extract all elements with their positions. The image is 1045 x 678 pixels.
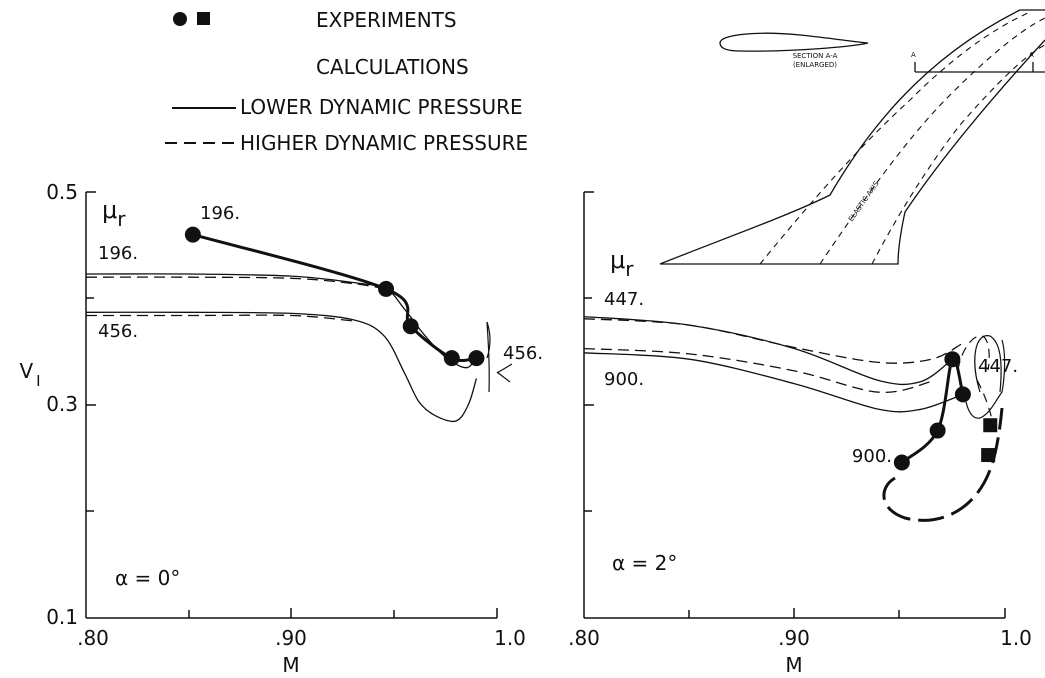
calc-loop-lower-447 xyxy=(974,335,1002,393)
section-enlarged-label: (ENLARGED) xyxy=(793,61,837,69)
experiment-square-point xyxy=(981,448,996,463)
right-plot-area xyxy=(583,315,998,471)
mass-ratio-label: 900. xyxy=(852,446,892,467)
right-x-tick-label: 1.0 xyxy=(1000,626,1032,650)
higher-pressure-curve-447 xyxy=(583,318,964,364)
experiment-point xyxy=(402,318,419,335)
right-mu-sub: r xyxy=(625,257,634,281)
mass-ratio-label: 456. xyxy=(503,343,543,364)
elastic-axis-label: ELASTIC AXIS xyxy=(847,179,881,223)
legend-experiment-circle-marker xyxy=(173,12,187,26)
left-x-tick-label: 1.0 xyxy=(494,626,526,650)
rear-spar-line xyxy=(871,44,1045,265)
y-axis-title-sub: I xyxy=(36,372,40,390)
boundary-tick-mark xyxy=(496,371,511,383)
boundary-tick-mark xyxy=(496,363,513,374)
mass-ratio-label: 196. xyxy=(200,203,240,224)
left-axes xyxy=(85,191,498,619)
flutter-boundary-tail xyxy=(486,321,491,393)
left-angle-annotation: α = 0° xyxy=(115,566,180,590)
front-spar-line xyxy=(759,11,1031,265)
mass-ratio-label: 456. xyxy=(98,321,138,342)
legend-experiments-label: EXPERIMENTS xyxy=(316,8,457,32)
experiment-point xyxy=(893,454,910,471)
experiment-point xyxy=(443,350,460,367)
y-axis-title-main: V xyxy=(19,359,33,383)
legend-lower-label: LOWER DYNAMIC PRESSURE xyxy=(240,95,523,119)
legend: EXPERIMENTS CALCULATIONS LOWER DYNAMIC P… xyxy=(165,8,528,155)
section-marker-left: A xyxy=(911,51,916,59)
left-plot-area xyxy=(85,226,485,423)
experiment-point xyxy=(184,226,201,243)
left-mu-sub: r xyxy=(117,207,126,231)
right-chart-panel: .80 .90 1.0 M μr 447. 900. 447. 900. α =… xyxy=(568,191,1032,677)
left-x-axis-title: M xyxy=(282,653,299,677)
right-x-axis-title: M xyxy=(785,653,802,677)
legend-higher-label: HIGHER DYNAMIC PRESSURE xyxy=(240,131,528,155)
experiment-curve-447 xyxy=(900,357,965,464)
calc-loop-higher-900 xyxy=(976,379,993,421)
right-x-tick-label: .90 xyxy=(778,626,810,650)
experiment-point xyxy=(929,422,946,439)
right-mu-label: μr xyxy=(610,246,634,281)
left-mu-main: μ xyxy=(102,196,117,224)
mass-ratio-label: 900. xyxy=(604,369,644,390)
left-x-tick-label: .80 xyxy=(77,626,109,650)
left-y-tick-label: 0.5 xyxy=(46,180,78,204)
section-label: SECTION A-A xyxy=(793,52,838,60)
left-mu-label: μr xyxy=(102,196,126,231)
mass-ratio-label: 447. xyxy=(604,289,644,310)
section-marker-right: A xyxy=(1029,51,1034,59)
mass-ratio-label: 196. xyxy=(98,243,138,264)
mass-ratio-label: 447. xyxy=(978,356,1018,377)
experiment-square-point xyxy=(983,418,998,433)
legend-calculations-label: CALCULATIONS xyxy=(316,55,469,79)
experiment-curve-196 xyxy=(192,233,477,362)
left-y-tick-label: 0.1 xyxy=(46,605,78,629)
calc-loop-higher-447 xyxy=(957,335,990,371)
left-y-tick-label: 0.3 xyxy=(46,392,78,416)
higher-pressure-curve-456 xyxy=(85,314,354,322)
experimental-loop-900 xyxy=(882,407,1004,522)
higher-pressure-curve-900 xyxy=(583,347,932,393)
wing-planform-inset: SECTION A-A (ENLARGED) ELASTIC AXIS A A xyxy=(659,9,1045,265)
higher-pressure-curve-196 xyxy=(85,276,387,290)
right-mu-main: μ xyxy=(610,246,625,274)
lower-pressure-curve-447 xyxy=(583,315,953,386)
right-axes xyxy=(583,191,1006,619)
airfoil-section-shape xyxy=(719,32,869,52)
right-angle-annotation: α = 2° xyxy=(612,551,677,575)
wing-outline xyxy=(659,9,1045,265)
calc-loop-lower-900 xyxy=(963,339,1006,419)
left-x-tick-label: .90 xyxy=(275,626,307,650)
legend-experiment-square-marker xyxy=(197,12,210,25)
lower-pressure-curve-196 xyxy=(85,273,477,369)
right-x-tick-label: .80 xyxy=(568,626,600,650)
elastic-axis-line xyxy=(819,17,1045,265)
lower-pressure-curve-456 xyxy=(85,311,478,423)
lower-pressure-curve-900 xyxy=(583,352,964,413)
experiment-point xyxy=(954,386,971,403)
experiment-point xyxy=(468,350,485,367)
